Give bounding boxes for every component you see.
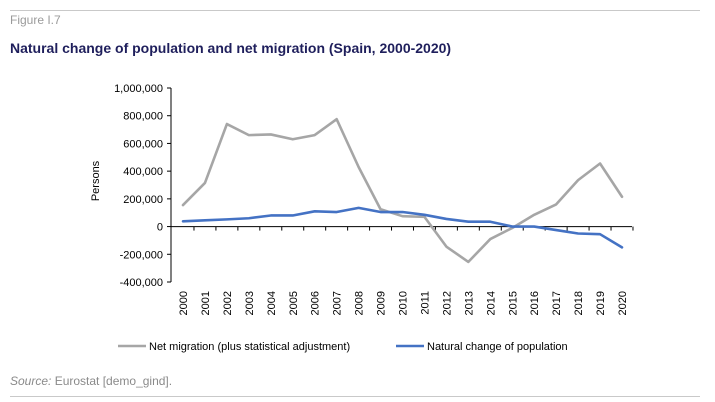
figure-label: Figure I.7 bbox=[10, 13, 61, 27]
x-tick-label: 2013 bbox=[463, 291, 475, 315]
x-tick-label: 2003 bbox=[244, 291, 256, 315]
source-label: Source: bbox=[10, 374, 52, 388]
x-tick-label: 2005 bbox=[288, 291, 300, 315]
x-tick-label: 2006 bbox=[310, 291, 322, 315]
y-tick-label: 0 bbox=[157, 222, 163, 234]
line-chart: -400,000 -200,000 0 200,000 400,000 600,000 80… bbox=[90, 83, 634, 353]
top-divider bbox=[10, 10, 700, 11]
x-tick-label: 2012 bbox=[441, 291, 453, 315]
y-tick-label: -200,000 bbox=[120, 249, 163, 261]
y-tick-label: -400,000 bbox=[120, 277, 163, 289]
x-tick-label: 2015 bbox=[507, 291, 519, 315]
x-tick-label: 2009 bbox=[376, 291, 388, 315]
natural-change-line bbox=[181, 206, 624, 249]
bottom-divider bbox=[10, 396, 700, 397]
x-tick-label: 2019 bbox=[595, 291, 607, 315]
chart-title: Natural change of population and net mig… bbox=[10, 40, 452, 56]
net-migration-line bbox=[181, 117, 624, 264]
source-text: Eurostat [demo_gind]. bbox=[51, 374, 173, 388]
x-tick-label: 2010 bbox=[398, 291, 410, 315]
x-tick-label: 2007 bbox=[332, 291, 344, 315]
x-tick-label: 2002 bbox=[222, 291, 234, 315]
legend-label-natural-change: Natural change of population bbox=[427, 341, 568, 353]
y-tick-label: 800,000 bbox=[123, 111, 163, 123]
x-tick-label: 2017 bbox=[551, 291, 563, 315]
x-tick-label: 2014 bbox=[485, 291, 497, 315]
x-tick-label: 2020 bbox=[617, 291, 629, 315]
y-tick-label: 200,000 bbox=[123, 194, 163, 206]
x-tick-label: 2008 bbox=[354, 291, 366, 315]
x-tick-label: 2004 bbox=[266, 291, 278, 315]
y-axis-label: Persons bbox=[90, 160, 102, 201]
x-tick-label: 2000 bbox=[178, 291, 190, 315]
y-tick-label: 400,000 bbox=[123, 166, 163, 178]
legend-label-net-migration: Net migration (plus statistical adjustme… bbox=[149, 341, 350, 353]
x-tick-label: 2011 bbox=[419, 291, 431, 315]
x-tick-label: 2001 bbox=[200, 291, 212, 315]
y-tick-label: 1,000,000 bbox=[114, 83, 163, 95]
x-tick-label: 2016 bbox=[529, 291, 541, 315]
source-note: Source: Eurostat [demo_gind]. bbox=[10, 374, 172, 388]
y-tick-label: 600,000 bbox=[123, 138, 163, 150]
x-tick-label: 2018 bbox=[573, 291, 585, 315]
